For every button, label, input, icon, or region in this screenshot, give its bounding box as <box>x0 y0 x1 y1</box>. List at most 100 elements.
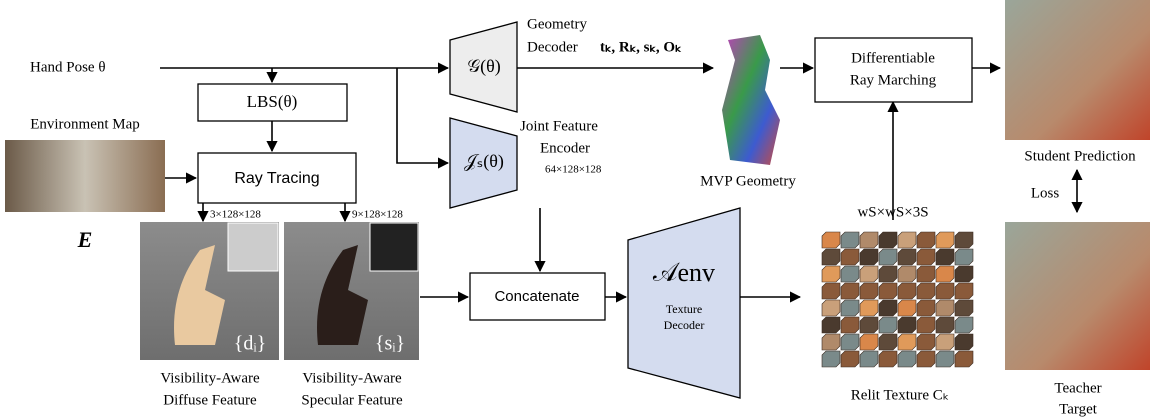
texture-grid <box>822 232 973 367</box>
texture-cube <box>822 266 840 282</box>
texture-cube <box>822 232 840 248</box>
texture-cube <box>898 351 916 367</box>
dims: 3×128×128 <box>210 209 261 221</box>
label: Environment Map <box>30 116 140 132</box>
texture-cube <box>822 249 840 265</box>
caption: Relit Texture Cₖ <box>851 387 949 403</box>
texture-cube <box>917 334 935 350</box>
texture-cube <box>841 249 859 265</box>
label: tₖ, Rₖ, sₖ, Oₖ <box>600 39 682 55</box>
texture-cube <box>955 300 973 316</box>
label: Encoder <box>540 140 590 156</box>
arrow <box>397 68 448 163</box>
dims: wS×wS×3S <box>857 204 928 220</box>
teacher-image <box>1005 222 1150 370</box>
texture-cube <box>879 351 897 367</box>
box-label: LBS(θ) <box>247 92 298 111</box>
texture-cube <box>822 283 840 299</box>
texture-cube <box>879 232 897 248</box>
texture-cube <box>955 334 973 350</box>
texture-cube <box>898 317 916 333</box>
texture-cube <box>936 317 954 333</box>
caption: Teacher <box>1054 380 1101 396</box>
caption: Diffuse Feature <box>163 392 257 408</box>
label: Decoder <box>527 39 578 55</box>
texture-cube <box>955 351 973 367</box>
pipeline-figure: Hand Pose θ LBS(θ) Environment Map Ray T… <box>0 0 1159 419</box>
texture-cube <box>841 232 859 248</box>
texture-cube <box>898 334 916 350</box>
texture-cube <box>936 283 954 299</box>
texture-cube <box>860 249 878 265</box>
texture-cube <box>955 249 973 265</box>
caption: MVP Geometry <box>700 173 796 189</box>
box-label: Concatenate <box>494 288 579 305</box>
specular-inset <box>370 223 418 271</box>
texture-cube <box>917 300 935 316</box>
texture-cube <box>841 300 859 316</box>
dims: 9×128×128 <box>352 209 403 221</box>
texture-cube <box>898 249 916 265</box>
texture-cube <box>841 334 859 350</box>
ray-marching-box <box>815 38 972 102</box>
label: Hand Pose θ <box>30 59 106 75</box>
texture-cube <box>860 300 878 316</box>
texture-cube <box>936 351 954 367</box>
texture-cube <box>879 317 897 333</box>
caption: Visibility-Aware <box>160 370 260 386</box>
symbol: E <box>77 227 93 252</box>
caption: Target <box>1059 401 1098 417</box>
texture-cube <box>898 232 916 248</box>
texture-cube <box>917 317 935 333</box>
texture-cube <box>917 232 935 248</box>
symbol: 𝒢(θ) <box>467 56 500 77</box>
label: Loss <box>1031 185 1060 201</box>
texture-cube <box>841 283 859 299</box>
texture-cube <box>936 232 954 248</box>
texture-cube <box>822 300 840 316</box>
texture-cube <box>879 300 897 316</box>
texture-cube <box>936 334 954 350</box>
label: Joint Feature <box>520 118 598 134</box>
label: Decoder <box>664 318 705 332</box>
symbol: 𝒥ₛ(θ) <box>464 151 504 172</box>
symbol: {dᵢ} <box>234 333 266 355</box>
texture-cube <box>917 266 935 282</box>
texture-cube <box>955 232 973 248</box>
texture-cube <box>841 351 859 367</box>
texture-cube <box>955 266 973 282</box>
symbol: {sᵢ} <box>375 333 405 355</box>
texture-cube <box>879 249 897 265</box>
texture-cube <box>822 317 840 333</box>
texture-cube <box>860 232 878 248</box>
texture-cube <box>860 334 878 350</box>
student-image <box>1005 0 1150 140</box>
texture-cube <box>955 283 973 299</box>
box-label: Ray Marching <box>850 72 937 88</box>
texture-cube <box>841 317 859 333</box>
texture-cube <box>860 317 878 333</box>
caption: Specular Feature <box>301 392 403 408</box>
box-label: Ray Tracing <box>234 170 319 187</box>
texture-cube <box>860 283 878 299</box>
texture-cube <box>822 351 840 367</box>
dims: 64×128×128 <box>545 164 602 176</box>
mvp-geometry-image <box>722 35 780 165</box>
caption: Student Prediction <box>1024 148 1136 164</box>
texture-cube <box>955 317 973 333</box>
label: Geometry <box>527 16 587 32</box>
texture-cube <box>860 351 878 367</box>
texture-cube <box>898 300 916 316</box>
symbol: 𝒜env <box>653 258 715 287</box>
environment-map-image <box>5 140 165 212</box>
texture-cube <box>898 283 916 299</box>
texture-cube <box>936 249 954 265</box>
texture-cube <box>936 266 954 282</box>
caption: Visibility-Aware <box>302 370 402 386</box>
diffuse-inset <box>228 223 278 271</box>
texture-cube <box>822 334 840 350</box>
texture-cube <box>879 334 897 350</box>
texture-cube <box>898 266 916 282</box>
texture-cube <box>841 266 859 282</box>
texture-cube <box>860 266 878 282</box>
